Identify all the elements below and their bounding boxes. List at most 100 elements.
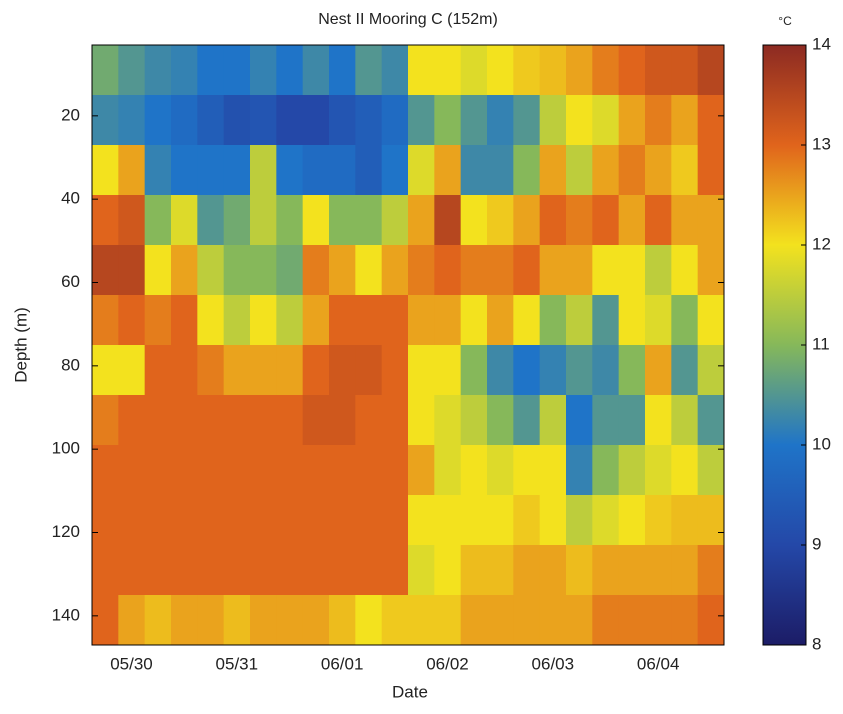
heatmap-cell [618, 95, 646, 146]
heatmap-cell [408, 95, 435, 146]
heatmap-cell [566, 345, 593, 396]
heatmap-cell [381, 495, 409, 546]
heatmap-cell [302, 245, 330, 296]
colorbar-tick-label: 13 [812, 134, 831, 153]
heatmap-cell [408, 45, 435, 96]
heatmap-cell [592, 195, 620, 246]
heatmap-cell [197, 395, 225, 446]
heatmap-cell [92, 245, 119, 296]
heatmap-cell [592, 495, 620, 546]
heatmap-cell [171, 395, 198, 446]
x-tick-label: 05/30 [110, 654, 153, 673]
heatmap-cell [671, 295, 699, 346]
heatmap-cell [329, 395, 356, 446]
heatmap-cell [592, 345, 620, 396]
y-tick-label: 80 [61, 355, 80, 374]
heatmap-cell [539, 495, 567, 546]
heatmap-cell [671, 445, 699, 496]
heatmap-cell [355, 345, 383, 396]
chart-title: Nest II Mooring C (152m) [318, 11, 498, 28]
heatmap-cell [302, 195, 330, 246]
heatmap-cell [223, 545, 251, 596]
heatmap-cell [92, 445, 119, 496]
heatmap-cell [645, 545, 672, 596]
heatmap-cell [671, 95, 699, 146]
heatmap-cell [513, 495, 541, 546]
heatmap-cell [539, 95, 567, 146]
heatmap-cell [539, 145, 567, 196]
heatmap-cell [355, 395, 383, 446]
heatmap-cell [408, 595, 435, 646]
heatmap-cell [144, 295, 172, 346]
heatmap-cell [434, 345, 462, 396]
heatmap-cell [697, 395, 725, 446]
heatmap-cell [592, 95, 620, 146]
heatmap-cell [671, 595, 699, 646]
heatmap-cell [460, 445, 488, 496]
heatmap-cell [671, 545, 699, 596]
heatmap-cell [329, 495, 356, 546]
heatmap-cell [144, 245, 172, 296]
heatmap-cell [645, 595, 672, 646]
heatmap-cell [434, 295, 462, 346]
heatmap-cell [434, 445, 462, 496]
heatmap-cell [618, 45, 646, 96]
heatmap-cell [592, 445, 620, 496]
x-axis-label: Date [392, 682, 428, 701]
heatmap-cell [408, 545, 435, 596]
heatmap-cell [618, 545, 646, 596]
heatmap-cell [381, 245, 409, 296]
heatmap-cell [381, 445, 409, 496]
heatmap-cell [566, 445, 593, 496]
heatmap-cell [118, 295, 146, 346]
heatmap-cell [434, 195, 462, 246]
heatmap-cell [197, 245, 225, 296]
heatmap-cell [697, 495, 725, 546]
heatmap-cell [381, 345, 409, 396]
heatmap-cell [355, 445, 383, 496]
x-tick-label: 06/04 [637, 654, 680, 673]
heatmap [92, 45, 725, 646]
heatmap-cell [276, 495, 304, 546]
heatmap-cell [144, 545, 172, 596]
heatmap-cell [645, 95, 672, 146]
heatmap-cell [197, 95, 225, 146]
heatmap-cell [381, 145, 409, 196]
heatmap-cell [539, 195, 567, 246]
heatmap-cell [118, 195, 146, 246]
heatmap-cell [539, 245, 567, 296]
heatmap-cell [223, 595, 251, 646]
heatmap-cell [197, 545, 225, 596]
heatmap-cell [645, 145, 672, 196]
heatmap-cell [671, 345, 699, 396]
heatmap-cell [408, 195, 435, 246]
heatmap-cell [592, 545, 620, 596]
heatmap-cell [645, 395, 672, 446]
heatmap-cell [197, 345, 225, 396]
heatmap-cell [118, 495, 146, 546]
heatmap-cell [408, 445, 435, 496]
heatmap-cell [144, 495, 172, 546]
heatmap-cell [434, 145, 462, 196]
heatmap-cell [539, 545, 567, 596]
heatmap-cell [487, 345, 514, 396]
heatmap-cell [118, 245, 146, 296]
heatmap-cell [171, 245, 198, 296]
heatmap-cell [487, 395, 514, 446]
heatmap-cell [171, 595, 198, 646]
heatmap-cell [566, 595, 593, 646]
heatmap-cell [171, 345, 198, 396]
heatmap-cell [171, 45, 198, 96]
heatmap-cell [118, 395, 146, 446]
heatmap-cell [566, 545, 593, 596]
y-axis-label: Depth (m) [11, 307, 30, 383]
heatmap-cell [645, 195, 672, 246]
heatmap-cell [460, 145, 488, 196]
heatmap-cell [276, 345, 304, 396]
heatmap-cell [302, 145, 330, 196]
heatmap-cell [302, 95, 330, 146]
heatmap-cell [487, 245, 514, 296]
heatmap-cell [381, 195, 409, 246]
heatmap-cell [302, 445, 330, 496]
heatmap-cell [144, 345, 172, 396]
